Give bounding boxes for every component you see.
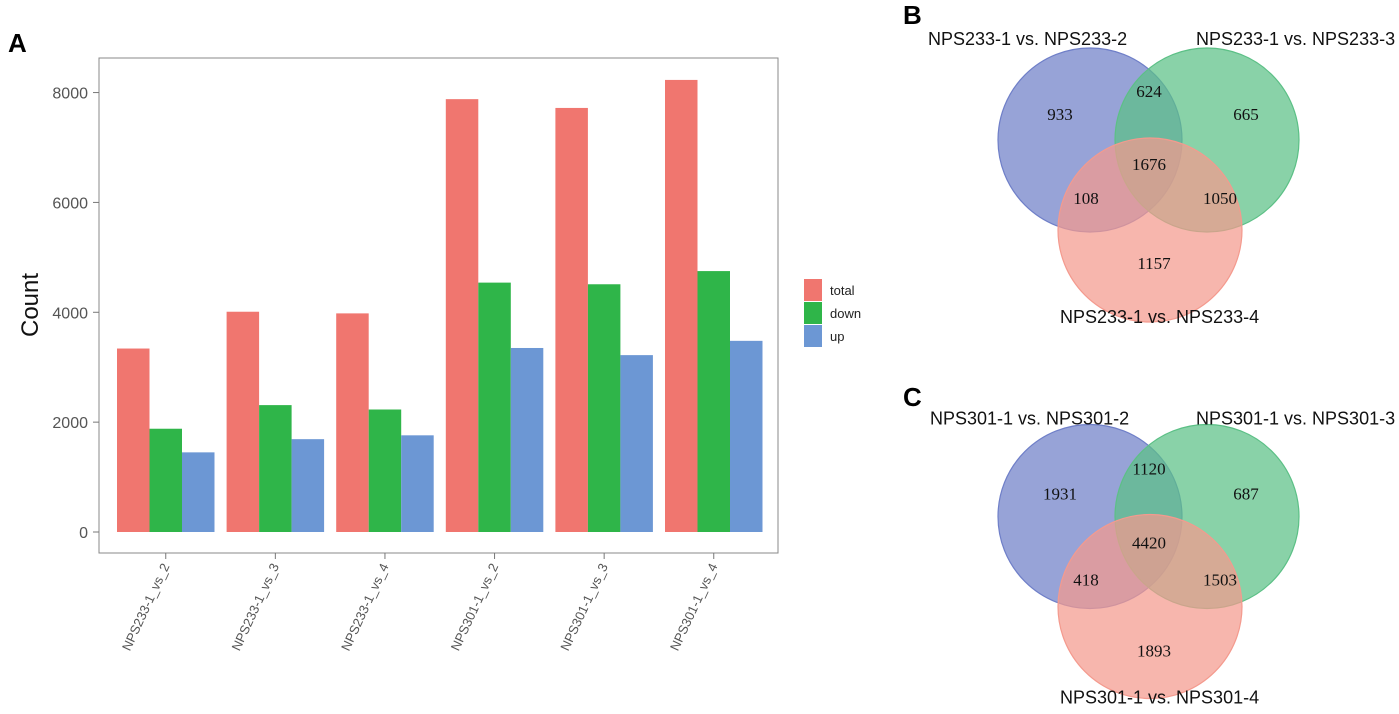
legend-swatch-up (804, 325, 822, 347)
venn-b-set-2-label: NPS233-1 vs. NPS233-3 (1196, 29, 1395, 49)
bar-total-4 (555, 107, 588, 532)
venn-b-1-2-3: 1676 (1132, 155, 1166, 174)
venn-b-only-1: 933 (1047, 105, 1073, 124)
bar-total-3 (445, 99, 479, 532)
venn-c-set-3-label: NPS301-1 vs. NPS301-4 (1060, 688, 1259, 708)
bar-total-5 (665, 79, 698, 533)
venn-c-1-2: 1120 (1132, 459, 1165, 478)
bar-up-2 (401, 435, 434, 532)
venn-c-only-2: 687 (1233, 484, 1259, 503)
panel-letter-a: A (8, 28, 27, 58)
venn-c-1-2-3: 4420 (1132, 533, 1166, 552)
legend-label-total: total (830, 283, 855, 298)
bar-down-1 (259, 405, 292, 532)
venn-b-only-3: 1157 (1137, 254, 1171, 273)
legend-swatch-total (804, 279, 822, 301)
venn-b-1-3: 108 (1073, 189, 1099, 208)
venn-diagram-c: NPS301-1 vs. NPS301-2 NPS301-1 vs. NPS30… (930, 409, 1395, 708)
legend-label-up: up (830, 329, 844, 344)
y-tick-label: 4000 (52, 305, 88, 322)
venn-c-only-3: 1893 (1137, 641, 1171, 660)
bar-up-1 (291, 439, 325, 532)
y-axis-title: Count (17, 273, 44, 337)
bar-down-4 (587, 284, 621, 532)
legend-label-down: down (830, 306, 861, 321)
bar-up-0 (182, 452, 215, 532)
legend-swatch-down (804, 302, 822, 324)
venn-b-circle-3 (1057, 137, 1243, 323)
y-tick-label: 0 (79, 525, 88, 542)
y-tick-label: 8000 (52, 86, 88, 103)
x-axis: NPS233-1_vs_2 NPS233-1_vs_3 NPS233-1_vs_4 N… (119, 553, 721, 653)
bar-down-0 (149, 428, 182, 532)
venn-c-circle-3 (1057, 513, 1243, 700)
venn-c-set-1-label: NPS301-1 vs. NPS301-2 (930, 409, 1129, 429)
bar-up-5 (730, 340, 763, 532)
y-tick-label: 2000 (52, 415, 88, 432)
x-tick-label: NPS233-1_vs_2 (119, 561, 173, 653)
venn-b-only-2: 665 (1233, 105, 1259, 124)
x-tick-label: NPS301-1_vs_4 (667, 561, 721, 653)
bars-group (117, 79, 763, 533)
bar-down-2 (368, 409, 402, 532)
bar-total-2 (336, 313, 369, 532)
bar-total-0 (117, 348, 150, 532)
legend: total down up (804, 279, 861, 347)
venn-c-only-1: 1931 (1043, 484, 1077, 503)
venn-c-1-3: 418 (1073, 570, 1099, 589)
x-tick-label: NPS233-1_vs_4 (338, 561, 392, 653)
bar-down-3 (478, 282, 511, 532)
bar-up-3 (510, 347, 544, 532)
venn-b-2-3: 1050 (1203, 189, 1237, 208)
x-tick-label: NPS301-1_vs_2 (448, 561, 502, 653)
venn-b-1-2: 624 (1136, 82, 1162, 101)
y-tick-label: 6000 (52, 195, 88, 212)
venn-c-2-3: 1503 (1203, 570, 1237, 589)
bar-up-4 (620, 355, 653, 532)
bar-total-1 (226, 311, 260, 532)
venn-b-set-3-label: NPS233-1 vs. NPS233-4 (1060, 307, 1259, 327)
x-tick-label: NPS233-1_vs_3 (228, 561, 282, 653)
venn-c-set-2-label: NPS301-1 vs. NPS301-3 (1196, 409, 1395, 429)
x-tick-label: NPS301-1_vs_3 (557, 561, 611, 653)
panel-letter-b: B (903, 0, 922, 30)
bar-down-5 (697, 271, 730, 532)
venn-b-set-1-label: NPS233-1 vs. NPS233-2 (928, 29, 1127, 49)
y-axis: 0 2000 4000 6000 8000 (52, 86, 99, 542)
panel-letter-c: C (903, 382, 922, 412)
venn-diagram-b: NPS233-1 vs. NPS233-2 NPS233-1 vs. NPS23… (928, 29, 1395, 327)
